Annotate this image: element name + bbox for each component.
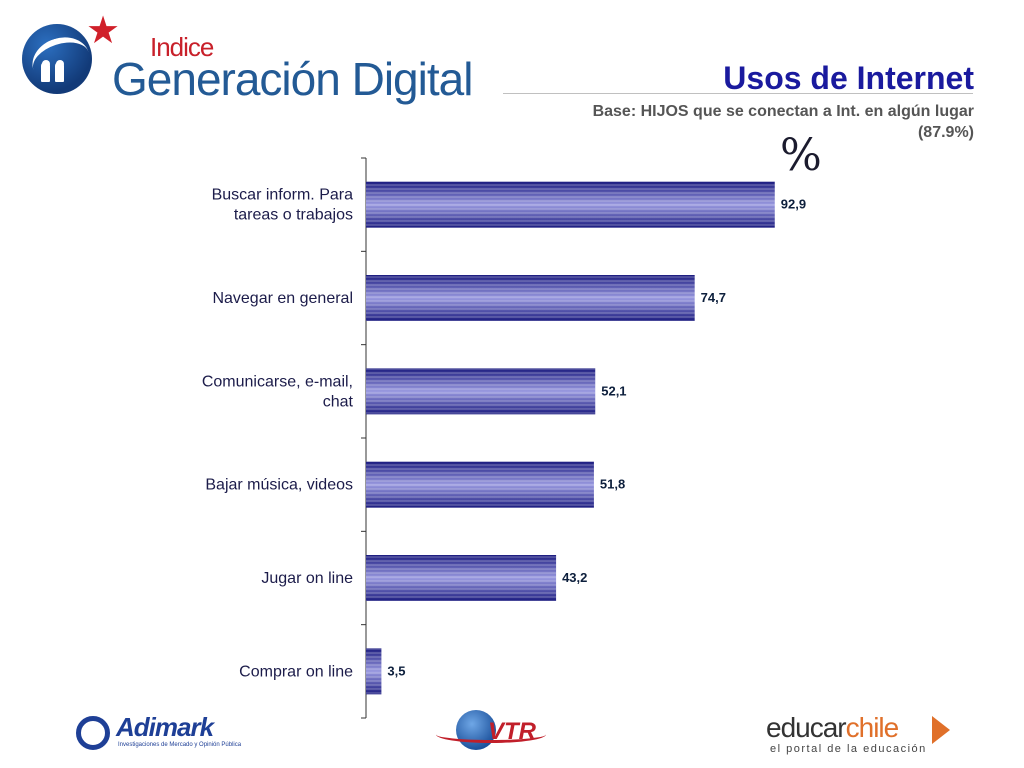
- adimark-logo: Adimark Investigaciones de Mercado y Opi…: [76, 712, 241, 756]
- category-label: Comprar on line: [239, 663, 353, 680]
- value-label: 52,1: [601, 383, 626, 398]
- vtr-logo: VTR: [436, 708, 556, 752]
- educarchile-logo: educarchile el portal de la educación: [766, 712, 966, 762]
- educarchile-arrow-icon: [932, 716, 950, 744]
- value-label: 43,2: [562, 570, 587, 585]
- logo-big-text: Generación Digital: [112, 53, 473, 105]
- bar-texture: [366, 181, 775, 228]
- value-label: 92,9: [781, 197, 806, 212]
- category-label: Bajar música, videos: [205, 477, 353, 494]
- category-label: Navegar en general: [212, 290, 353, 307]
- bar-texture: [366, 555, 557, 601]
- bar-texture: [366, 275, 695, 321]
- adimark-text: Adimark: [116, 712, 214, 742]
- value-label: 3,5: [387, 663, 405, 678]
- globe-icon: [22, 24, 96, 94]
- category-label: Comunicarse, e-mail, chat: [202, 373, 354, 410]
- star-icon: ★: [86, 10, 121, 52]
- bar-texture: [366, 368, 596, 415]
- adimark-subtext: Investigaciones de Mercado y Opinión Púb…: [118, 742, 242, 748]
- page-title: Usos de Internet: [723, 60, 974, 96]
- bar-texture: [366, 648, 382, 695]
- page-subtitle: Base: HIJOS que se conectan a Int. en al…: [592, 103, 974, 141]
- vtr-text: VTR: [488, 718, 536, 745]
- educarchile-text: educarchile: [766, 712, 899, 743]
- indice-generacion-digital-logo: ★ Indice Generación Digital: [22, 10, 473, 105]
- value-label: 74,7: [701, 290, 726, 305]
- educarchile-subtext: el portal de la educación: [770, 743, 927, 755]
- category-label: Jugar on line: [261, 570, 353, 587]
- bar-texture: [366, 461, 594, 508]
- value-label: 51,8: [600, 477, 625, 492]
- logo-small-text: Indice: [150, 32, 214, 62]
- category-label: Buscar inform. Para tareas o trabajos: [212, 187, 353, 224]
- adimark-icon: [76, 716, 110, 750]
- unit-label: %: [780, 130, 822, 181]
- header-divider: [503, 93, 973, 94]
